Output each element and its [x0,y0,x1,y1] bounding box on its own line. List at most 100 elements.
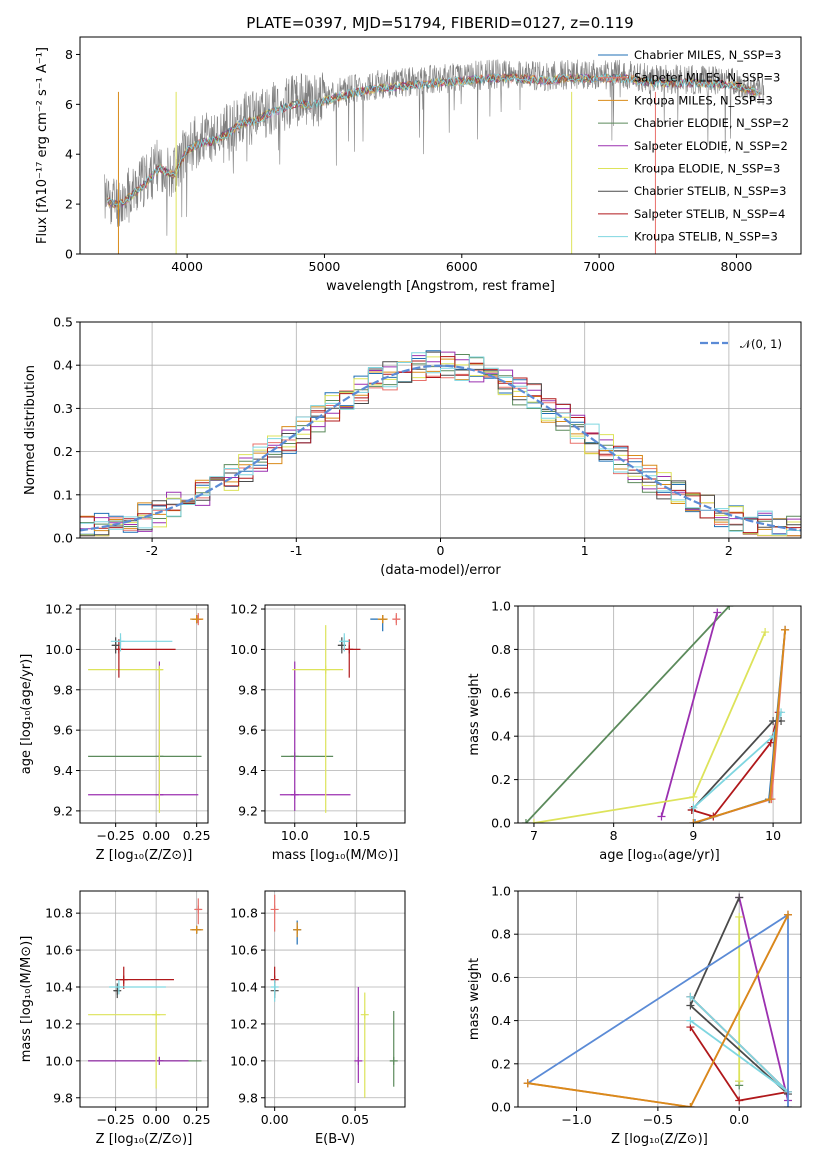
y-tick-label: 10.0 [230,642,258,657]
data-point-marker [114,983,123,991]
weight-point-marker [781,625,790,634]
data-point-marker [113,986,122,995]
observed-spectrum-line [104,59,765,236]
x-axis-label: Z [log₁₀(Z/Z⊙)] [611,1132,708,1147]
y-tick-label: 0 [65,247,73,262]
gaussian-reference-curve [80,364,801,532]
y-tick-label: 10.6 [230,943,258,958]
data-point-marker [155,665,164,674]
weight-series-line [525,606,730,823]
weight-point-marker [686,1016,695,1025]
data-point-marker [293,925,302,934]
legend-entry: Salpeter ELODIE, N_SSP=2 [634,139,788,153]
spectrum-panel: 4000 5000 6000 7000 8000 0 2 4 6 8 wavelength [Ang… [35,36,802,294]
weight-point-marker [735,912,744,921]
y-tick-label: 10.2 [230,1016,258,1031]
y-tick-label: 9.8 [238,682,258,697]
age-vs-metallicity-panel: −0.25 0.00 0.25 9.2 9.4 9.6 9.8 10.0 10.2 Z [log₁… [19,602,211,863]
x-axis-label: Z [log₁₀(Z/Z⊙)] [96,1132,193,1147]
model-spectrum-line [107,72,761,206]
x-tick-label: 6000 [446,259,478,274]
y-axis-label: mass [log₁₀(M/M⊙)] [19,936,34,1063]
y-tick-label: 9.8 [53,682,73,697]
data-point-marker [192,615,201,624]
plot-area [88,898,204,1089]
y-tick-label: 9.4 [53,763,73,778]
weight-series-line [691,712,780,818]
y-tick-label: 0.2 [491,1056,511,1071]
weight-point-marker [765,795,774,804]
y-tick-label: 10.2 [45,1016,73,1031]
y-tick-label: 2 [65,197,73,212]
y-tick-label: 0.4 [491,729,511,744]
plot-area [270,894,398,1098]
x-tick-label: 7 [530,828,538,843]
y-tick-label: 0.3 [53,401,73,416]
weight-point-marker [686,1103,695,1107]
y-tick-label: 0.8 [491,642,511,657]
weight-series-line [738,897,789,1101]
legend-entry: 𝒩(0, 1) [740,337,782,351]
x-axis-label: wavelength [Angstrom, rest frame] [326,279,555,294]
legend-entry: Chabrier MILES, N_SSP=3 [634,48,781,62]
legend-entry: Kroupa ELODIE, N_SSP=3 [634,162,780,176]
weight-series-line [527,914,789,1107]
weight-point-marker [766,738,775,747]
weight-point-marker [713,608,722,617]
weight-point-marker [783,910,792,919]
weight-point-marker [523,1079,532,1088]
plot-area [521,606,790,823]
axes-frame [79,890,209,1108]
y-axis-label: mass weight [467,673,482,755]
residuals-panel: -2 -1 0 1 2 0.0 0.1 0.2 0.3 0.4 0.5 (data-model)/er… [23,315,802,578]
x-tick-label: 0.00 [261,1112,289,1127]
y-axis-label: Normed distribution [23,365,38,495]
axes-frame [264,604,406,824]
weight-point-marker [689,819,698,823]
x-tick-label: 1 [581,543,589,558]
y-tick-label: 0.1 [53,487,73,502]
x-axis-label: E(B-V) [315,1132,355,1147]
y-tick-label: 9.6 [238,723,258,738]
y-tick-label: 0.0 [491,1100,511,1115]
weight-point-marker [735,1077,744,1086]
y-tick-label: 10.4 [230,980,258,995]
y-tick-label: 10.0 [45,1053,73,1068]
age-vs-mass-panel: 10.0 10.5 9.2 9.4 9.6 9.8 10.0 10.2 mass [log₁₀(… [230,602,406,863]
x-tick-label: 5000 [309,259,341,274]
weight-point-marker [725,606,734,610]
y-tick-label: 9.4 [238,763,258,778]
y-tick-label: 9.2 [238,803,258,818]
data-point-marker [354,1056,363,1065]
mass-vs-metallicity-panel: −0.25 0.00 0.25 9.8 10.0 10.2 10.4 10.6 10.8 Z [l… [19,890,211,1147]
x-tick-label: 0 [437,543,445,558]
figure-title: PLATE=0397, MJD=51794, FIBERID=0127, z=0… [246,14,633,32]
y-tick-label: 9.6 [53,723,73,738]
residual-histogram-series [80,352,801,537]
weight-point-marker [735,1096,744,1105]
x-tick-label: 8000 [721,259,753,274]
weight-point-marker [529,819,538,823]
data-point-marker [389,1056,398,1065]
weight-point-marker [686,1001,695,1010]
axes-frame [264,890,406,1108]
y-tick-label: 10.8 [230,906,258,921]
x-tick-label: −0.5 [643,1112,673,1127]
data-point-marker [340,637,349,646]
x-tick-label: -1 [290,543,302,558]
data-point-marker [345,645,354,654]
y-tick-label: 10.0 [45,642,73,657]
y-tick-label: 10.6 [45,943,73,958]
x-tick-label: 0.00 [142,1112,170,1127]
weight-point-marker [521,819,530,823]
data-point-marker [116,637,125,646]
y-tick-label: 1.0 [491,599,511,614]
x-tick-label: 0.25 [183,828,211,843]
data-point-marker [111,641,120,650]
x-tick-label: -2 [146,543,158,558]
y-axis-label: mass weight [467,958,482,1040]
legend-entry: Salpeter STELIB, N_SSP=4 [634,207,785,221]
weight-vs-metallicity-panel: −1.0 −0.5 0.0 0.0 0.2 0.4 0.6 0.8 1.0 Z [log₁₀(Z/… [467,884,802,1147]
plot-area [104,59,765,254]
